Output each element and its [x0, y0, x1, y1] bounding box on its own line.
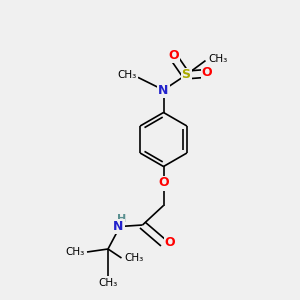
Text: O: O	[202, 65, 212, 79]
Text: CH₃: CH₃	[124, 253, 143, 263]
Text: H: H	[117, 214, 126, 224]
Text: O: O	[165, 236, 176, 250]
Text: N: N	[158, 83, 169, 97]
Text: CH₃: CH₃	[65, 247, 85, 257]
Text: CH₃: CH₃	[208, 54, 227, 64]
Text: CH₃: CH₃	[98, 278, 118, 287]
Text: N: N	[113, 220, 124, 233]
Text: O: O	[158, 176, 169, 190]
Text: S: S	[182, 68, 190, 82]
Text: O: O	[168, 49, 179, 62]
Text: CH₃: CH₃	[118, 70, 137, 80]
